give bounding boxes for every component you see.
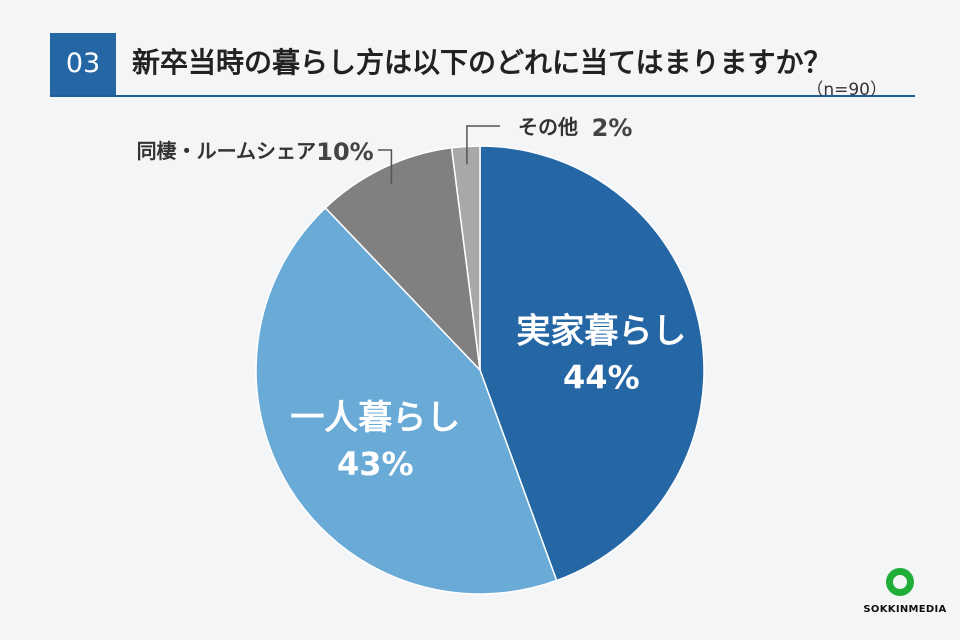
leader-line-2 (378, 149, 393, 184)
slice-label-2: 同棲・ルームシェア (137, 139, 316, 163)
pie-slice-3 (450, 145, 481, 371)
logo-ring-icon (886, 568, 914, 596)
logo-text: SOKKINMEDIA (863, 604, 947, 615)
slice-label-0: 実家暮らし (516, 312, 686, 352)
pie-slice-2 (324, 146, 482, 373)
pie-slice-1 (255, 206, 558, 595)
slice-value-0: 44% (563, 359, 640, 397)
slice-value-1: 43% (337, 445, 414, 483)
slice-label-1: 一人暮らし (290, 398, 460, 438)
pie-slice-0 (479, 145, 705, 582)
leader-line-3 (466, 125, 500, 165)
slice-label-3: その他 (518, 115, 578, 139)
page-title: 新卒当時の暮らし方は以下のどれに当てはまりますか？ (132, 46, 832, 79)
slice-value-3: 2% (592, 114, 633, 142)
slice-value-2: 10% (316, 138, 373, 166)
question-number: 03 (50, 33, 116, 95)
question-header: 03 新卒当時の暮らし方は以下のどれに当てはまりますか？ （n=90） (50, 33, 915, 100)
sokkin-media-logo: SOKKINMEDIA (860, 568, 950, 628)
sample-size-note: （n=90） (806, 80, 887, 100)
